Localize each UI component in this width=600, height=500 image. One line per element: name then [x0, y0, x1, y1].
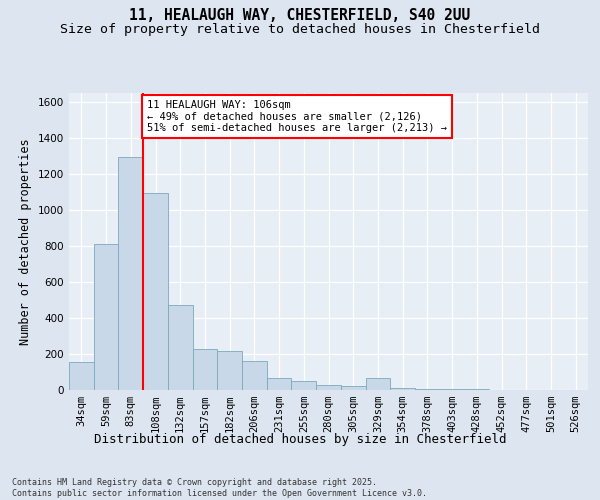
Bar [193, 350, 217, 390]
Bar [440, 389, 464, 390]
Y-axis label: Number of detached properties: Number of detached properties [19, 138, 32, 344]
Bar [464, 389, 489, 390]
Bar [69, 362, 94, 390]
Bar [365, 378, 390, 390]
Bar [390, 388, 415, 390]
Text: 11, HEALAUGH WAY, CHESTERFIELD, S40 2UU: 11, HEALAUGH WAY, CHESTERFIELD, S40 2UU [130, 8, 470, 22]
Bar [292, 381, 316, 390]
Bar [168, 306, 193, 390]
Bar [94, 244, 118, 390]
Bar [341, 386, 365, 390]
Bar [316, 384, 341, 390]
Bar [242, 361, 267, 390]
Bar [143, 194, 168, 390]
Bar [118, 158, 143, 390]
Text: 11 HEALAUGH WAY: 106sqm
← 49% of detached houses are smaller (2,126)
51% of semi: 11 HEALAUGH WAY: 106sqm ← 49% of detache… [147, 100, 447, 133]
Text: Distribution of detached houses by size in Chesterfield: Distribution of detached houses by size … [94, 432, 506, 446]
Bar [217, 351, 242, 390]
Bar [267, 378, 292, 390]
Text: Contains HM Land Registry data © Crown copyright and database right 2025.
Contai: Contains HM Land Registry data © Crown c… [12, 478, 427, 498]
Bar [415, 389, 440, 390]
Text: Size of property relative to detached houses in Chesterfield: Size of property relative to detached ho… [60, 22, 540, 36]
